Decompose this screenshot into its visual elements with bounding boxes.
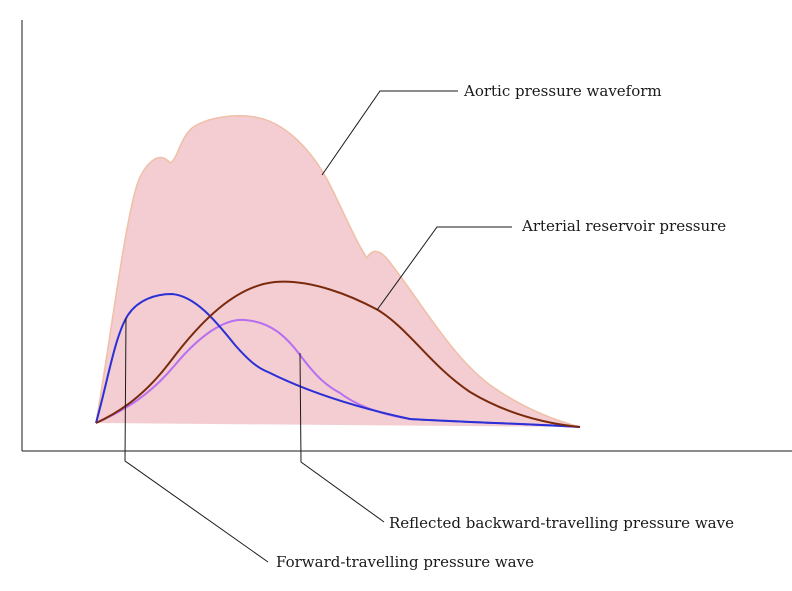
- forward-label: Forward-travelling pressure wave: [276, 553, 534, 571]
- aortic-label: Aortic pressure waveform: [463, 82, 662, 100]
- reservoir-label: Arterial reservoir pressure: [521, 217, 726, 235]
- aortic-leader-line: [322, 91, 458, 175]
- reflected-label: Reflected backward-travelling pressure w…: [389, 514, 734, 532]
